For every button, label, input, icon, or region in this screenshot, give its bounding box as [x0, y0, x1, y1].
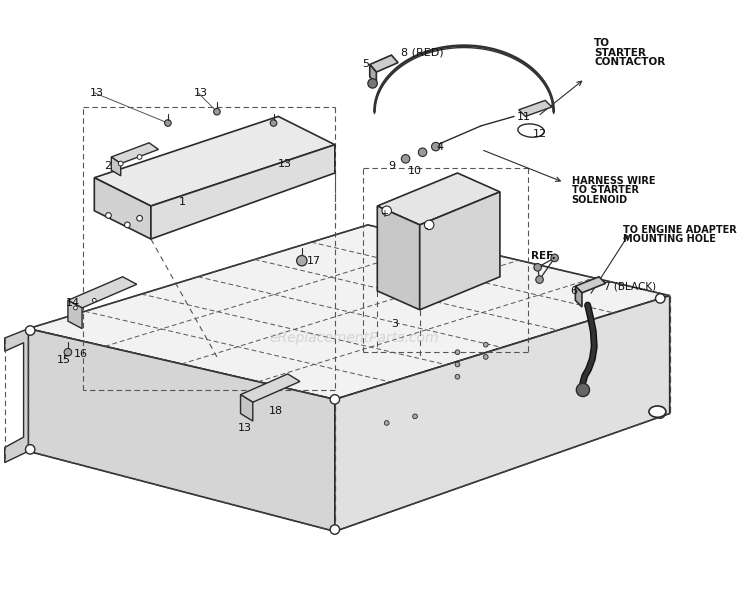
Text: 14: 14	[66, 297, 80, 307]
Circle shape	[484, 354, 488, 359]
Polygon shape	[28, 329, 334, 531]
Text: 13: 13	[194, 88, 207, 98]
Circle shape	[118, 161, 123, 166]
Circle shape	[270, 120, 277, 126]
Polygon shape	[377, 173, 500, 225]
Polygon shape	[151, 144, 334, 239]
Text: 13: 13	[89, 88, 104, 98]
Text: 2: 2	[104, 161, 111, 171]
Text: TO STARTER: TO STARTER	[572, 185, 638, 195]
Circle shape	[413, 414, 418, 419]
Circle shape	[136, 215, 142, 221]
Text: +: +	[380, 209, 388, 218]
Text: MOUNTING HOLE: MOUNTING HOLE	[622, 234, 716, 244]
Text: 12: 12	[533, 129, 547, 139]
Ellipse shape	[649, 406, 666, 417]
Circle shape	[164, 120, 171, 126]
Circle shape	[656, 409, 665, 418]
Circle shape	[26, 445, 35, 454]
Circle shape	[656, 294, 665, 303]
Circle shape	[368, 79, 377, 88]
Text: 7 (BLACK): 7 (BLACK)	[604, 282, 656, 291]
Polygon shape	[241, 395, 253, 421]
Text: 3: 3	[392, 319, 398, 329]
Text: REF.: REF.	[531, 252, 556, 261]
Polygon shape	[111, 157, 121, 176]
Circle shape	[536, 276, 543, 283]
Circle shape	[297, 256, 307, 266]
Text: HARNESS WIRE: HARNESS WIRE	[572, 176, 655, 186]
Circle shape	[455, 362, 460, 367]
Circle shape	[484, 342, 488, 347]
Text: -: -	[424, 223, 428, 233]
Circle shape	[330, 525, 340, 534]
Circle shape	[124, 222, 130, 228]
Polygon shape	[575, 277, 605, 293]
Polygon shape	[111, 143, 158, 163]
Polygon shape	[28, 225, 670, 400]
Polygon shape	[94, 116, 334, 206]
Text: 9: 9	[388, 161, 396, 171]
Circle shape	[455, 350, 460, 354]
Circle shape	[550, 254, 559, 262]
Text: 15: 15	[56, 355, 70, 365]
Text: 18: 18	[268, 406, 283, 416]
Text: 1: 1	[179, 196, 186, 207]
Text: 10: 10	[407, 166, 422, 176]
Circle shape	[92, 299, 96, 302]
Text: 5: 5	[362, 59, 369, 69]
Text: 4: 4	[436, 142, 444, 152]
Ellipse shape	[518, 124, 544, 137]
Polygon shape	[420, 192, 500, 310]
Text: 8 (RED): 8 (RED)	[400, 48, 443, 58]
Circle shape	[534, 264, 542, 271]
Polygon shape	[4, 329, 28, 463]
Polygon shape	[94, 177, 151, 239]
Text: 6: 6	[571, 286, 578, 296]
Circle shape	[424, 220, 434, 230]
Polygon shape	[68, 277, 136, 308]
Circle shape	[26, 326, 35, 335]
Circle shape	[330, 395, 340, 404]
Circle shape	[455, 375, 460, 379]
Circle shape	[137, 155, 142, 159]
Circle shape	[419, 148, 427, 157]
Circle shape	[214, 108, 220, 115]
Text: 16: 16	[74, 349, 88, 359]
Polygon shape	[377, 206, 420, 310]
Circle shape	[106, 212, 111, 218]
Polygon shape	[370, 55, 398, 72]
Polygon shape	[370, 64, 376, 83]
Circle shape	[401, 155, 410, 163]
Text: 13: 13	[238, 423, 252, 433]
Text: TO ENGINE ADAPTER: TO ENGINE ADAPTER	[622, 225, 736, 235]
Circle shape	[384, 420, 389, 425]
Polygon shape	[241, 374, 300, 402]
Text: 13: 13	[278, 159, 292, 169]
Circle shape	[64, 348, 72, 356]
Text: eReplacementParts.com: eReplacementParts.com	[269, 331, 439, 345]
Circle shape	[382, 206, 392, 215]
Circle shape	[74, 306, 77, 310]
Circle shape	[431, 143, 440, 151]
Text: 11: 11	[517, 112, 531, 122]
Text: CONTACTOR: CONTACTOR	[594, 57, 665, 67]
Polygon shape	[575, 286, 582, 307]
Polygon shape	[334, 296, 670, 531]
Text: STARTER: STARTER	[594, 48, 646, 58]
Text: SOLENOID: SOLENOID	[572, 195, 628, 204]
Circle shape	[576, 383, 590, 397]
Polygon shape	[519, 100, 552, 116]
Text: 17: 17	[307, 256, 321, 266]
Polygon shape	[68, 300, 82, 329]
Text: TO: TO	[594, 38, 610, 48]
